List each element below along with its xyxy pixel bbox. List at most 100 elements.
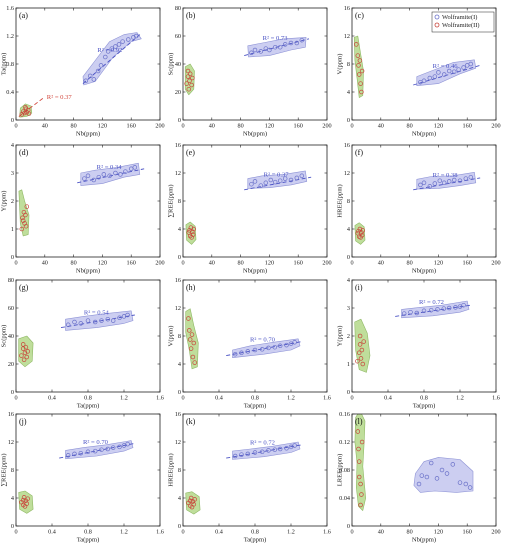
x-tick-label: 1.2 bbox=[287, 529, 295, 536]
x-axis-label: Ta(ppm) bbox=[77, 537, 100, 544]
fit-line bbox=[413, 177, 481, 191]
wolframite-i-point bbox=[99, 318, 104, 323]
wolframite-i-point bbox=[408, 309, 413, 315]
wolframite-i-point bbox=[282, 176, 288, 181]
wolframite-ii-point bbox=[360, 228, 366, 233]
x-tick-label: 200 bbox=[155, 123, 164, 130]
wolframite-i-point bbox=[91, 77, 97, 82]
wolframite-i-point bbox=[446, 68, 452, 74]
wolframite-ii-point bbox=[187, 71, 193, 77]
y-axis-label: Sc(ppm) bbox=[1, 325, 8, 348]
y-tick-label: 4 bbox=[178, 226, 181, 233]
wolframite-ii-point bbox=[191, 226, 197, 232]
wolframite-i-point bbox=[421, 78, 427, 84]
wolframite-i-point bbox=[65, 322, 71, 328]
x-tick-label: 80 bbox=[71, 260, 77, 267]
y-tick-label: 3 bbox=[11, 170, 14, 177]
x-tick-label: 200 bbox=[322, 123, 331, 130]
y-tick-label: 16 bbox=[344, 142, 350, 149]
wolframite-ii-point bbox=[23, 223, 29, 229]
y-tick-label: 8 bbox=[178, 333, 181, 340]
wolframite-i-point bbox=[441, 306, 447, 311]
wolframite-ii-point bbox=[20, 342, 26, 347]
y-tick-label: 12 bbox=[344, 33, 350, 40]
wolframite-i-point bbox=[463, 481, 469, 487]
wolframite-ii-point bbox=[191, 340, 197, 346]
plot-area bbox=[353, 35, 481, 98]
wolframite-ii-point bbox=[361, 339, 366, 344]
wolframite-ii-point bbox=[190, 232, 196, 237]
wolframite-i-point bbox=[427, 184, 433, 189]
wolframite-i-point bbox=[419, 473, 425, 478]
wolframite-i-envelope bbox=[247, 170, 308, 189]
x-tick-label: 80 bbox=[238, 260, 244, 267]
y-tick-label: 1 bbox=[11, 226, 14, 233]
wolframite-ii-point bbox=[359, 89, 364, 95]
wolframite-ii-point bbox=[359, 347, 365, 353]
fit-line bbox=[413, 64, 481, 86]
wolframite-i-point bbox=[294, 175, 300, 181]
x-tick-label: 1.6 bbox=[156, 529, 164, 536]
wolframite-i-point bbox=[446, 305, 452, 311]
panel-c: R² = 0.46 0 40 80 120 160 200 0 4 8 12 16 Nb(ppm) V(p… bbox=[337, 5, 501, 137]
wolframite-i-point bbox=[120, 39, 125, 44]
panel-l: 0 40 80 120 160 200 0 0.04 0.08 0.12 0.16 Nb(ppm) LR… bbox=[337, 411, 501, 543]
x-tick-label: 200 bbox=[491, 529, 500, 536]
wolframite-i-point bbox=[299, 37, 305, 43]
plot-frame bbox=[15, 413, 161, 527]
x-tick-label: 0 bbox=[350, 123, 353, 130]
wolframite-ii-point bbox=[187, 78, 192, 84]
panel-letter: (j) bbox=[19, 417, 27, 426]
wolframite-i-point bbox=[117, 315, 122, 321]
wolframite-i-point bbox=[284, 446, 289, 451]
wolframite-i-point bbox=[85, 449, 91, 455]
x-tick-label: 0.4 bbox=[215, 395, 223, 402]
y-tick-label: 0 bbox=[347, 254, 350, 261]
wolframite-ii-point bbox=[25, 496, 30, 501]
y-tick-label: 12 bbox=[175, 305, 181, 312]
wolframite-ii-point bbox=[24, 354, 30, 360]
wolframite-i-point bbox=[82, 176, 87, 181]
plot-frame bbox=[182, 413, 328, 527]
wolframite-i-point bbox=[125, 441, 130, 447]
wolframite-i-point bbox=[249, 181, 254, 187]
wolframite-i-point bbox=[107, 173, 112, 179]
wolframite-i-point bbox=[232, 351, 238, 357]
y-tick-label: 0 bbox=[178, 389, 181, 396]
plot-area bbox=[185, 308, 302, 370]
y-axis-label: Sc(ppm) bbox=[168, 53, 175, 76]
y-tick-label: 0.04 bbox=[339, 495, 350, 502]
x-tick-label: 0.8 bbox=[251, 529, 259, 536]
wolframite-i-point bbox=[461, 302, 466, 308]
x-tick-label: 1.2 bbox=[287, 395, 295, 402]
x-tick-label: 80 bbox=[407, 123, 413, 130]
x-tick-label: 1.2 bbox=[120, 395, 128, 402]
wolframite-i-point bbox=[414, 310, 420, 316]
wolframite-ii-point bbox=[356, 459, 362, 464]
wolframite-i-point bbox=[272, 344, 278, 350]
y-tick-label: 1.2 bbox=[6, 33, 14, 40]
y-axis-label: V(ppm) bbox=[337, 54, 344, 75]
x-tick-label: 120 bbox=[434, 123, 443, 130]
wolframite-ii-point bbox=[24, 501, 30, 506]
wolframite-ii-point bbox=[20, 215, 25, 221]
wolframite-i-point bbox=[267, 47, 272, 53]
wolframite-i-envelope bbox=[65, 310, 134, 331]
y-tick-label: 0 bbox=[347, 117, 350, 124]
wolframite-i-point bbox=[436, 70, 441, 75]
y-tick-label: 4 bbox=[347, 226, 350, 233]
wolframite-ii-point bbox=[189, 82, 194, 88]
wolframite-i-point bbox=[299, 173, 305, 179]
x-tick-label: 160 bbox=[463, 260, 472, 267]
x-tick-label: 0 bbox=[181, 260, 184, 267]
wolframite-i-point bbox=[444, 471, 450, 476]
wolframite-i-point bbox=[117, 444, 122, 450]
wolframite-ii-point bbox=[358, 356, 364, 361]
wolframite-i-point bbox=[434, 476, 440, 481]
y-tick-label: 4 bbox=[347, 277, 350, 284]
wolframite-ii-point bbox=[20, 346, 26, 351]
wolframite-i-point bbox=[72, 451, 77, 457]
wolframite-i-point bbox=[277, 178, 283, 183]
wolframite-i-point bbox=[468, 174, 474, 180]
wolframite-ii-point bbox=[185, 74, 191, 79]
